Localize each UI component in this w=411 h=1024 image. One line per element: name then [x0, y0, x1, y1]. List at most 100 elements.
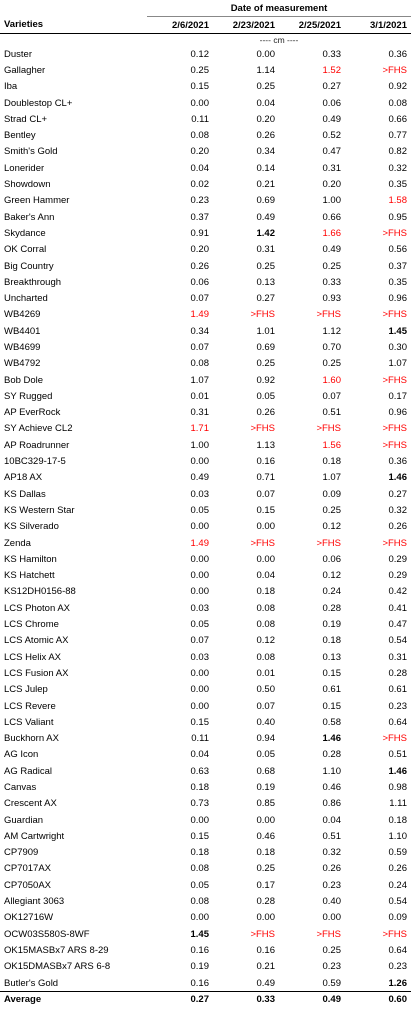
measurement-cell: 0.00	[322, 912, 342, 924]
measurement-cell: 0.26	[256, 130, 276, 142]
variety-name: Gallagher	[4, 64, 46, 76]
measurement-cell: 0.06	[190, 276, 210, 288]
measurement-cell: 0.85	[256, 798, 276, 810]
variety-name: WB4792	[4, 358, 41, 370]
table-row: WB4792 0.08 0.25 0.25 1.07	[0, 356, 411, 372]
measurement-cell: 0.13	[322, 651, 342, 663]
variety-name: OK15DMASBx7 ARS 6-8	[4, 961, 111, 973]
measurement-cell: 1.58	[388, 195, 408, 207]
measurement-cell: 0.17	[256, 879, 276, 891]
date-header-1: 2/6/2021	[147, 16, 213, 34]
table-row: Guardian 0.00 0.00 0.04 0.18	[0, 812, 411, 828]
date-header-3: 2/25/2021	[279, 16, 345, 34]
measurement-cell: 0.50	[256, 684, 276, 696]
measurement-cell: 1.07	[322, 472, 342, 484]
variety-name: LCS Atomic AX	[4, 635, 69, 647]
measurement-cell: 0.07	[190, 341, 210, 353]
variety-name: Baker's Ann	[4, 211, 55, 223]
variety-name: Guardian	[4, 814, 44, 826]
measurement-cell: 0.08	[256, 602, 276, 614]
table-row: Big Country 0.26 0.25 0.25 0.37	[0, 258, 411, 274]
table-row: KS12DH0156-88 0.00 0.18 0.24 0.42	[0, 584, 411, 600]
measurement-cell: 0.18	[190, 847, 210, 859]
variety-name: WB4401	[4, 325, 41, 337]
table-row: OK15DMASBx7 ARS 6-8 0.19 0.21 0.23 0.23	[0, 959, 411, 975]
table-row: Canvas 0.18 0.19 0.46 0.98	[0, 779, 411, 795]
measurement-cell: 1.10	[388, 830, 408, 842]
measurement-cell: 0.16	[256, 456, 276, 468]
measurement-cell: 0.21	[256, 961, 276, 973]
measurement-cell: 0.08	[388, 97, 408, 109]
table-row: AG Radical 0.63 0.68 1.10 1.46	[0, 763, 411, 779]
measurement-cell: 0.64	[388, 944, 408, 956]
table-row: LCS Valiant 0.15 0.40 0.58 0.64	[0, 714, 411, 730]
measurement-cell: 0.42	[388, 586, 408, 598]
table-row: WB4401 0.34 1.01 1.12 1.45	[0, 323, 411, 339]
variety-name: OK12716W	[4, 912, 54, 924]
measurement-cell: 0.00	[190, 912, 210, 924]
variety-name: SY Rugged	[4, 390, 53, 402]
table-row: KS Western Star 0.05 0.15 0.25 0.32	[0, 502, 411, 518]
measurement-cell: 0.49	[190, 472, 210, 484]
measurement-cell: 0.03	[190, 651, 210, 663]
variety-name: LCS Revere	[4, 700, 56, 712]
measurement-cell: 0.12	[322, 570, 342, 582]
measurement-cell: 0.94	[256, 733, 276, 745]
table-row: Duster 0.12 0.00 0.33 0.36	[0, 46, 411, 62]
measurement-cell: 0.33	[322, 276, 342, 288]
table-row: Skydance 0.91 1.42 1.66 >FHS	[0, 225, 411, 241]
measurement-cell: 0.56	[388, 244, 408, 256]
measurement-cell: 1.46	[388, 765, 408, 777]
table-row: OK Corral 0.20 0.31 0.49 0.56	[0, 242, 411, 258]
measurement-cell: 0.00	[190, 521, 210, 533]
measurement-cell: 1.01	[256, 325, 276, 337]
measurement-cell: 0.92	[388, 81, 408, 93]
table-row: Showdown 0.02 0.21 0.20 0.35	[0, 176, 411, 192]
measurement-cell: 0.07	[322, 390, 342, 402]
table-row: AM Cartwright 0.15 0.46 0.51 1.10	[0, 828, 411, 844]
measurement-cell: 0.21	[256, 179, 276, 191]
measurement-cell: 0.00	[256, 521, 276, 533]
variety-name: Crescent AX	[4, 798, 57, 810]
measurement-cell: 0.54	[388, 896, 408, 908]
measurement-cell: 0.19	[256, 782, 276, 793]
measurement-cell: 0.13	[256, 276, 276, 288]
table-row: KS Silverado 0.00 0.00 0.12 0.26	[0, 519, 411, 535]
measurement-cell: 1.46	[322, 733, 342, 745]
measurement-cell: 1.49	[190, 537, 210, 549]
measurement-cell: 0.23	[322, 961, 342, 973]
date-header-4: 3/1/2021	[345, 16, 411, 34]
measurement-cell: 1.12	[322, 325, 342, 337]
measurement-cell: 0.20	[190, 146, 210, 158]
table-row: LCS Photon AX 0.03 0.08 0.28 0.41	[0, 600, 411, 616]
variety-name: AP Roadrunner	[4, 439, 70, 451]
table-row: AP EverRock 0.31 0.26 0.51 0.96	[0, 405, 411, 421]
variety-name: AP EverRock	[4, 407, 61, 419]
measurement-cell: 0.59	[388, 847, 408, 859]
table-row: 10BC329-17-5 0.00 0.16 0.18 0.36	[0, 453, 411, 469]
measurement-cell: 0.49	[256, 211, 276, 223]
table-row: Doublestop CL+ 0.00 0.04 0.06 0.08	[0, 95, 411, 111]
table-row: LCS Helix AX 0.03 0.08 0.13 0.31	[0, 649, 411, 665]
variety-name: LCS Julep	[4, 684, 48, 696]
measurement-cell: 0.16	[256, 944, 276, 956]
measurement-cell: 0.19	[190, 961, 210, 973]
measurement-cell: 0.24	[388, 879, 408, 891]
variety-name: AG Radical	[4, 765, 53, 777]
measurement-cell: 1.10	[322, 765, 342, 777]
table-row: Gallagher 0.25 1.14 1.52 >FHS	[0, 62, 411, 78]
measurement-cell: >FHS	[382, 374, 407, 386]
table-row: AP18 AX 0.49 0.71 1.07 1.46	[0, 470, 411, 486]
measurement-cell: 0.00	[190, 586, 210, 598]
blank-header-cell	[0, 0, 147, 17]
table-row: Allegiant 3063 0.08 0.28 0.40 0.54	[0, 893, 411, 909]
measurement-cell: 0.61	[388, 684, 408, 696]
variety-name: OCW03S580S-8WF	[4, 928, 90, 940]
measurement-cell: 0.31	[322, 162, 342, 174]
variety-name: Uncharted	[4, 293, 48, 305]
measurement-cell: 0.08	[190, 130, 210, 142]
table-row: LCS Chrome 0.05 0.08 0.19 0.47	[0, 616, 411, 632]
table-row: KS Hatchett 0.00 0.04 0.12 0.29	[0, 568, 411, 584]
variety-name: Iba	[4, 81, 18, 93]
